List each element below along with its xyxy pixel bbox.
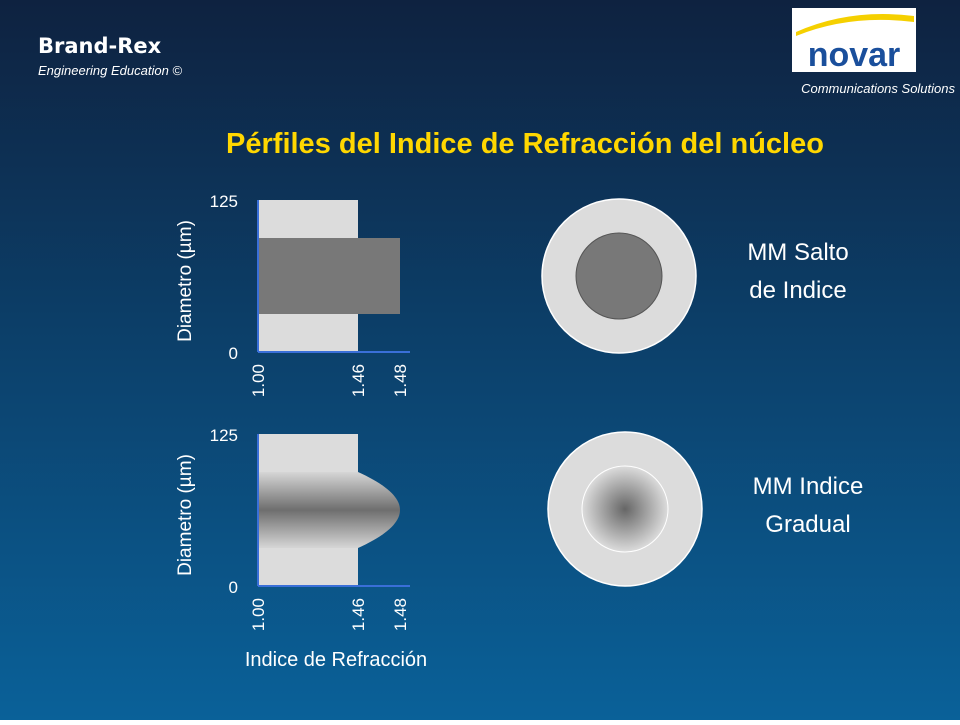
profile-label: MM Indice [753, 473, 864, 500]
x-tick-label: 1.48 [391, 364, 410, 397]
logo: novar [792, 8, 916, 74]
tagline: Communications Solutions [801, 81, 955, 96]
y-axis-label: Diametro (µm) [175, 454, 196, 576]
logo-swoosh [796, 14, 914, 36]
x-tick-label: 1.46 [349, 364, 368, 397]
brand-subtitle: Engineering Education © [38, 63, 182, 78]
profile-label: Gradual [765, 511, 850, 538]
fiber-core [581, 465, 669, 553]
x-tick-label: 1.00 [249, 364, 268, 397]
y-axis-label: Diametro (µm) [175, 220, 196, 342]
x-tick-label: 1.46 [349, 598, 368, 631]
y-tick-label: 125 [210, 192, 238, 211]
profile-label: MM Salto [747, 239, 848, 266]
profile-label: de Indice [749, 277, 846, 304]
y-tick-label: 0 [229, 344, 238, 363]
y-tick-label: 125 [210, 426, 238, 445]
brand: Brand-Rex [38, 34, 162, 58]
y-tick-label: 0 [229, 578, 238, 597]
fiber-core [575, 232, 663, 320]
slide-title: Pérfiles del Indice de Refracción del nú… [226, 128, 824, 160]
logo-text: novar [808, 36, 901, 74]
x-axis-label: Indice de Refracción [245, 649, 427, 671]
core-profile [258, 238, 400, 314]
core-profile [258, 472, 400, 548]
x-tick-label: 1.00 [249, 598, 268, 631]
x-tick-label: 1.48 [391, 598, 410, 631]
